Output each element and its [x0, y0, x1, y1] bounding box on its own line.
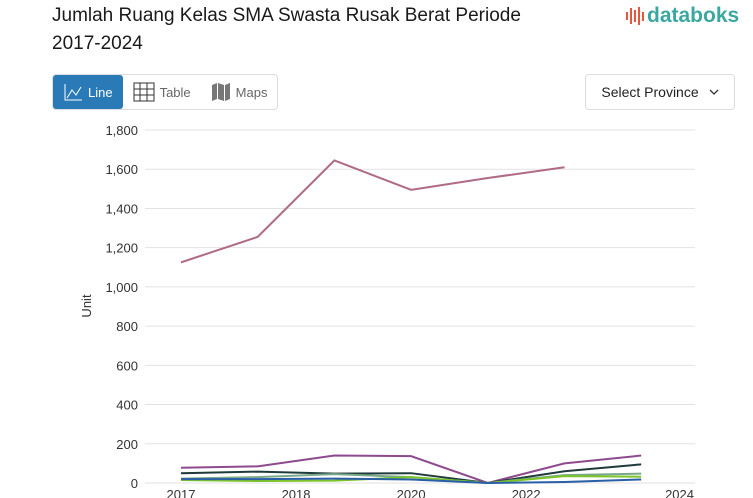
x-tick-label: 2018: [282, 487, 311, 498]
chevron-down-icon: [709, 89, 719, 95]
x-tick-label: 2020: [397, 487, 426, 498]
x-tick-label: 2022: [512, 487, 541, 498]
y-tick-label: 200: [116, 437, 138, 452]
series-line-1: [180, 454, 642, 485]
y-tick-label: 0: [131, 476, 138, 491]
y-tick-label: 600: [116, 358, 138, 373]
series-line-0: [180, 159, 565, 264]
tab-table[interactable]: Table: [123, 75, 201, 109]
y-tick-label: 1,200: [105, 241, 138, 256]
y-tick-label: 1,600: [105, 162, 138, 177]
map-icon: [211, 83, 230, 101]
logo-bars-icon: [626, 7, 644, 25]
tab-label: Table: [159, 84, 191, 100]
y-axis-label: Unit: [79, 294, 94, 318]
tab-label: Maps: [235, 84, 268, 100]
x-tick-label: 2024: [665, 487, 694, 498]
province-select[interactable]: Select Province: [585, 74, 735, 110]
table-icon: [133, 82, 155, 102]
y-tick-label: 1,400: [105, 201, 138, 216]
x-tick-label: 2017: [167, 487, 196, 498]
y-tick-label: 1,800: [105, 123, 138, 138]
databoks-logo[interactable]: databoks: [626, 4, 739, 28]
tab-maps[interactable]: Maps: [201, 75, 278, 109]
y-tick-label: 1,000: [105, 280, 138, 295]
logo-text: databoks: [647, 4, 740, 27]
chart-title: Jumlah Ruang Kelas SMA Swasta Rusak Bera…: [52, 5, 521, 54]
series-line-5: [181, 477, 642, 485]
y-tick-label: 800: [116, 319, 138, 334]
province-select-label: Select Province: [601, 84, 699, 100]
series-line-2: [180, 463, 642, 485]
series-line-4: [180, 475, 642, 485]
y-tick-label: 400: [116, 398, 138, 413]
view-tabs: Line Table Maps: [52, 74, 279, 110]
tab-label: Line: [88, 84, 113, 100]
line-chart-icon: [64, 84, 82, 101]
tab-line[interactable]: Line: [53, 75, 123, 109]
